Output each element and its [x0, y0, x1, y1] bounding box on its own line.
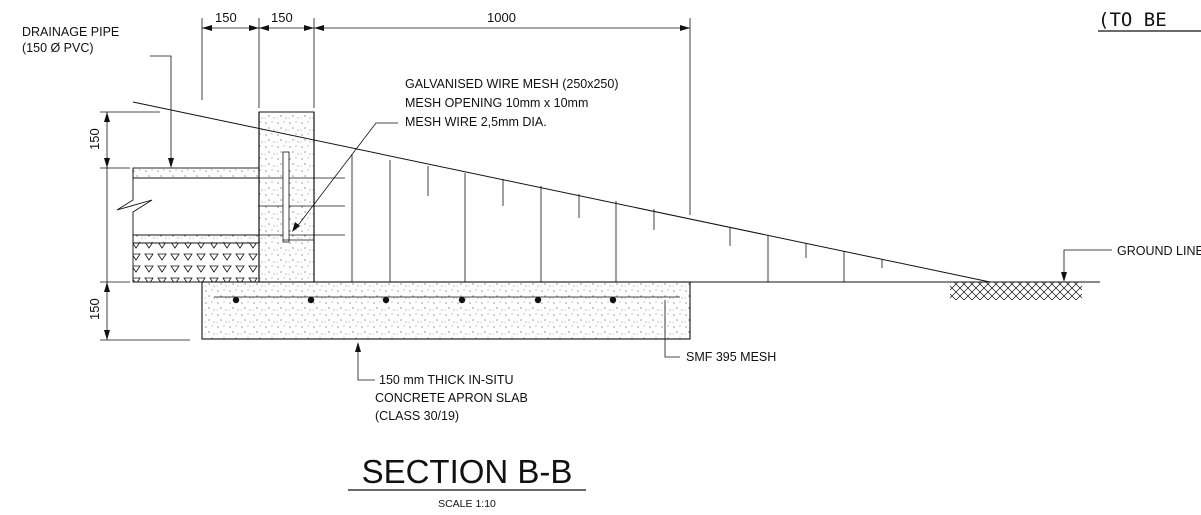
section-title: SECTION B-B — [362, 453, 573, 490]
slab-thickness-label: 150 mm THICK IN-SITU — [379, 373, 514, 387]
ground-line-label: GROUND LINE — [1117, 244, 1201, 258]
leader-lines — [150, 55, 1112, 381]
left-dimension-chain — [100, 111, 190, 341]
drainage-pipe-label: DRAINAGE PIPE — [22, 25, 119, 39]
drainage-pipe-size-label: (150 Ø PVC) — [22, 41, 94, 55]
mesh-wire-label: MESH WIRE 2,5mm DIA. — [405, 115, 547, 129]
wire-mesh-label: GALVANISED WIRE MESH (250x250) — [405, 77, 619, 91]
top-dimension-chain — [201, 18, 691, 215]
smf-mesh-label: SMF 395 MESH — [686, 350, 776, 364]
slab-type-label: CONCRETE APRON SLAB — [375, 391, 528, 405]
dimension-1000: 1000 — [487, 10, 516, 25]
aggregate-fill — [132, 242, 260, 283]
concrete-wall — [258, 111, 315, 283]
scale-label: SCALE 1:10 — [438, 498, 496, 510]
dimension-left-lower: 150 — [87, 298, 102, 320]
dimension-150-b: 150 — [271, 10, 293, 25]
ground-hatch — [950, 282, 1082, 300]
dimension-left-upper: 150 — [87, 128, 102, 150]
mesh-opening-label: MESH OPENING 10mm x 10mm — [405, 96, 588, 110]
corner-note: (TO BE — [1098, 9, 1167, 31]
dimension-150-a: 150 — [215, 10, 237, 25]
slab-class-label: (CLASS 30/19) — [375, 409, 459, 423]
apron-slab — [201, 281, 691, 340]
